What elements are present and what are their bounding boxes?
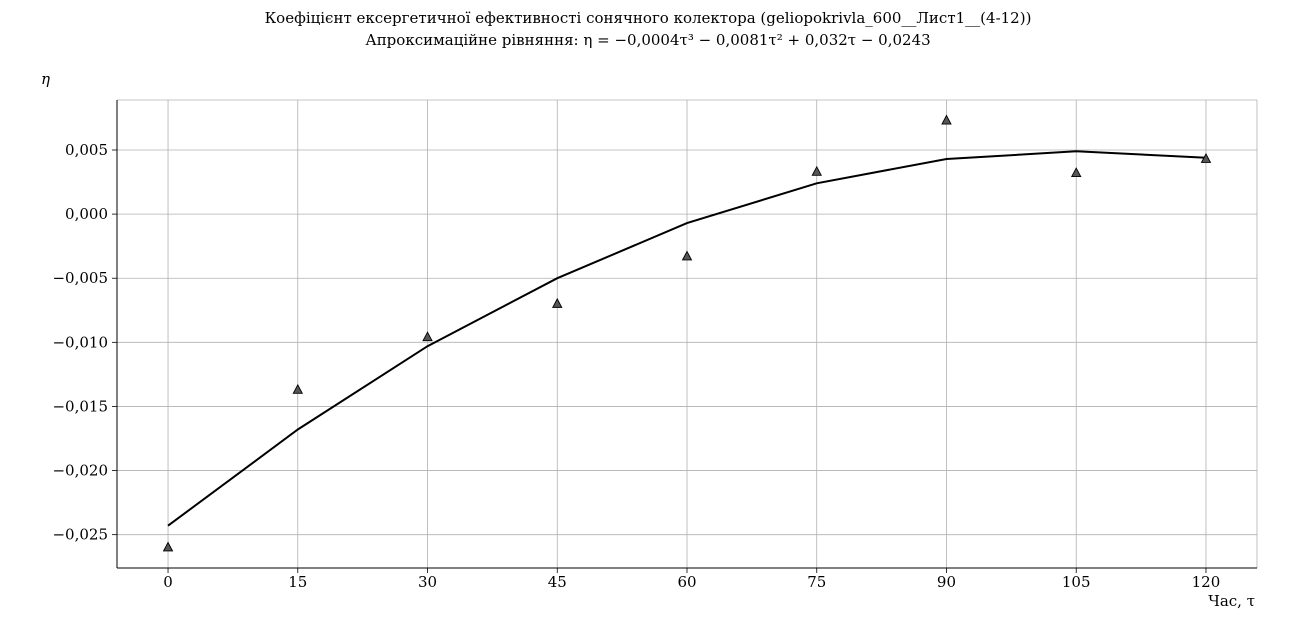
y-tick-label: −0,010	[52, 333, 108, 351]
data-marker-triangle	[162, 541, 174, 552]
plot-series	[162, 114, 1212, 552]
data-marker-triangle	[292, 383, 304, 394]
x-axis-label: Час, τ	[1208, 592, 1255, 610]
x-tick-label: 60	[677, 573, 696, 591]
grid-lines	[117, 100, 1257, 568]
chart-subtitle: Апроксимаційне рівняння: η = −0,0004τ³ −…	[365, 31, 931, 49]
x-tick-label: 90	[937, 573, 956, 591]
x-tick-label: 75	[807, 573, 826, 591]
data-marker-triangle	[1070, 167, 1082, 178]
y-tick-label: −0,020	[52, 462, 108, 480]
x-tick-label: 105	[1062, 573, 1091, 591]
y-axis-label: η	[41, 70, 50, 88]
y-axis: 0,005 0,000 −0,005 −0,010 −0,015 −0,020 −0,025	[52, 141, 117, 544]
y-tick-label: 0,000	[65, 205, 108, 223]
x-tick-label: 45	[548, 573, 567, 591]
y-tick-label: 0,005	[65, 141, 108, 159]
y-tick-label: −0,025	[52, 526, 108, 544]
x-tick-label: 30	[418, 573, 437, 591]
y-tick-label: −0,015	[52, 397, 108, 415]
data-marker-triangle	[941, 114, 952, 125]
data-marker-triangle	[552, 297, 563, 308]
data-marker-triangle	[1200, 153, 1212, 163]
data-marker-triangle	[811, 165, 822, 176]
x-tick-label: 15	[288, 573, 307, 591]
data-marker-triangle	[681, 250, 693, 261]
x-axis: 0 15 30 45 60 75 90 105 120	[163, 568, 1220, 591]
x-tick-label: 0	[163, 573, 173, 591]
chart-title: Коефіцієнт ексергетичної ефективності со…	[264, 9, 1032, 27]
data-marker-triangle	[422, 331, 433, 342]
y-tick-label: −0,005	[52, 269, 108, 287]
x-tick-label: 120	[1192, 573, 1221, 591]
